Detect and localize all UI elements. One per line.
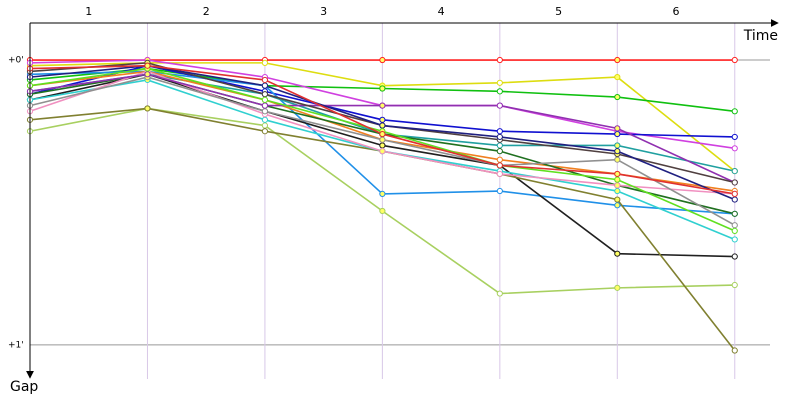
point	[261, 128, 269, 135]
point	[496, 290, 503, 297]
point	[614, 93, 621, 101]
point	[614, 176, 621, 183]
point	[379, 56, 386, 64]
point	[731, 108, 738, 115]
point	[731, 347, 738, 354]
point	[496, 148, 503, 155]
x-tick-label: 6	[673, 5, 680, 18]
x-axis-label: Time	[743, 28, 778, 44]
point	[379, 148, 386, 155]
point	[614, 142, 621, 149]
point	[614, 284, 621, 291]
point	[614, 250, 621, 257]
point	[379, 116, 386, 123]
point	[379, 85, 386, 92]
point	[614, 187, 621, 195]
point	[379, 122, 386, 129]
point	[496, 156, 503, 163]
point	[379, 142, 386, 149]
point	[261, 59, 269, 66]
x-tick-label: 5	[555, 5, 562, 18]
point	[496, 187, 503, 195]
point	[614, 125, 621, 132]
x-tick-label: 3	[320, 5, 327, 18]
point	[379, 136, 386, 143]
point	[496, 79, 503, 86]
point	[731, 190, 738, 197]
point	[261, 96, 269, 103]
point	[261, 76, 269, 84]
point	[731, 179, 738, 186]
point	[261, 108, 269, 115]
point	[496, 128, 503, 135]
point	[614, 202, 621, 209]
x-tick-label: 4	[438, 5, 445, 18]
point	[261, 102, 269, 109]
point	[614, 56, 621, 64]
point	[144, 105, 151, 112]
point	[261, 122, 269, 129]
point	[144, 62, 151, 69]
point	[731, 222, 738, 229]
point	[379, 207, 386, 215]
point	[614, 156, 621, 163]
point	[731, 227, 738, 235]
point	[731, 281, 738, 289]
y-axis-label: Gap	[10, 379, 38, 395]
point	[614, 148, 621, 155]
point	[731, 167, 738, 175]
point	[731, 133, 738, 141]
x-tick-label: 1	[85, 5, 92, 18]
point	[496, 102, 503, 109]
point	[614, 170, 621, 178]
point	[261, 82, 269, 89]
point	[261, 116, 269, 123]
point	[731, 145, 738, 152]
y-tick-label: +0'	[8, 56, 24, 66]
point	[496, 162, 503, 169]
point	[614, 130, 621, 138]
point	[496, 56, 503, 64]
y-tick-label: +1'	[8, 340, 24, 350]
point	[731, 196, 738, 203]
point	[261, 91, 269, 98]
point	[379, 190, 386, 197]
point	[379, 102, 386, 109]
point	[731, 56, 738, 64]
point	[614, 182, 621, 189]
point	[731, 253, 738, 260]
point	[731, 236, 738, 243]
point	[614, 74, 621, 81]
point	[496, 142, 503, 149]
point	[496, 133, 503, 141]
point	[614, 196, 621, 203]
x-tick-label: 2	[203, 5, 210, 18]
point	[496, 88, 503, 95]
point	[731, 210, 738, 217]
point	[144, 71, 151, 78]
series-lines	[26, 56, 738, 354]
point	[379, 130, 386, 138]
point	[496, 170, 503, 178]
